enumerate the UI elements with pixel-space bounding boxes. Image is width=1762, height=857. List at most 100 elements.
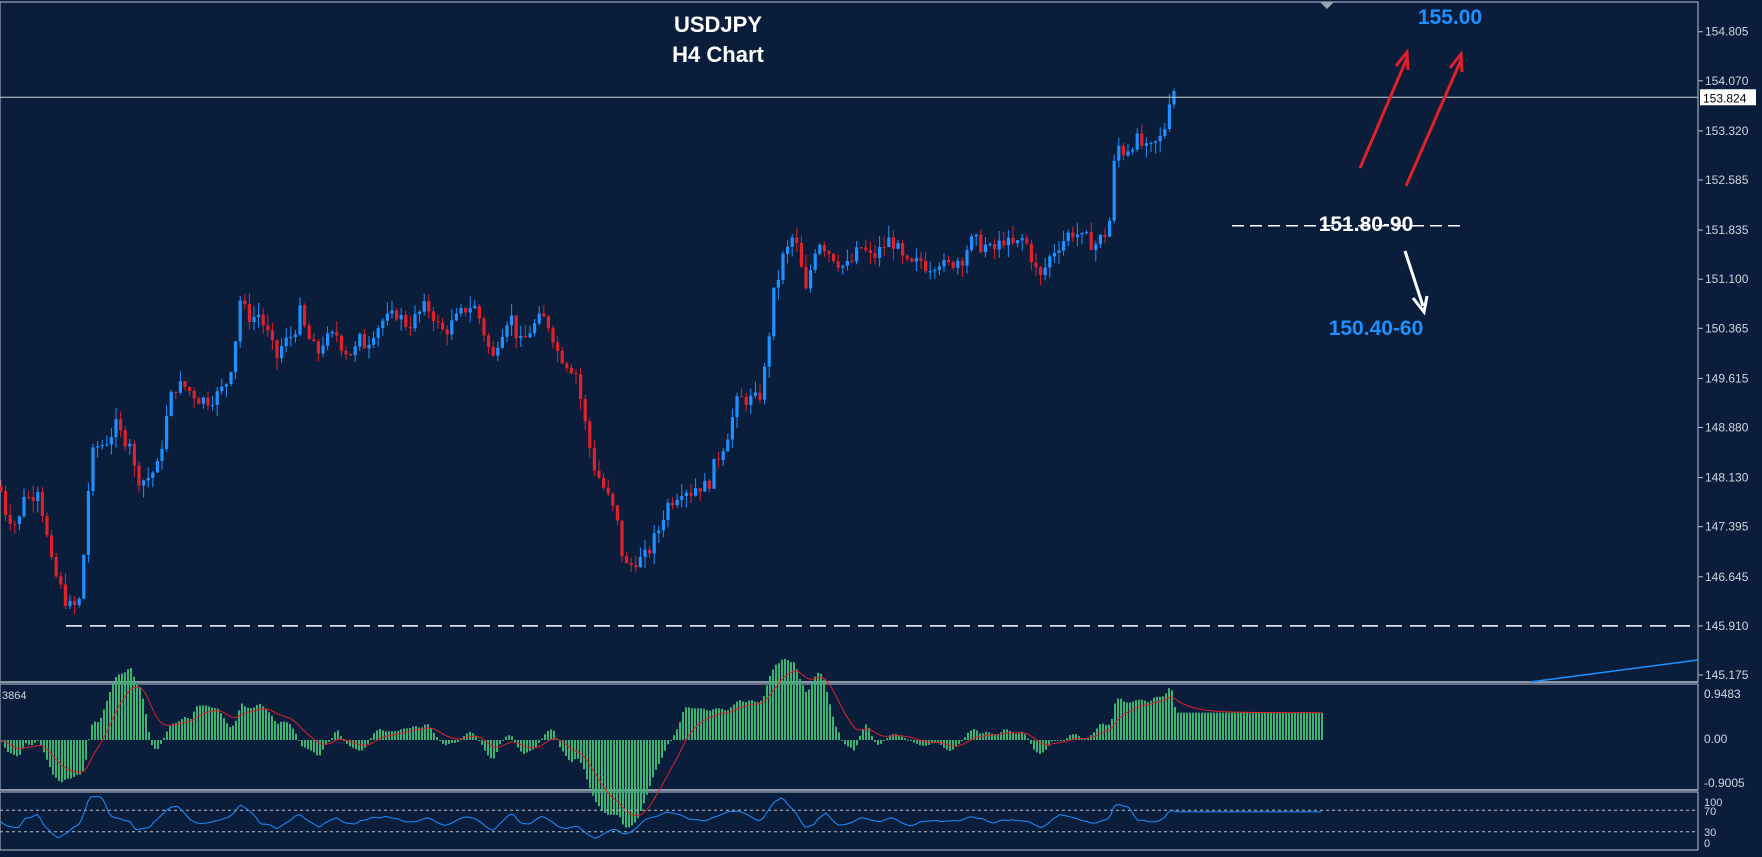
candle-body xyxy=(330,332,334,334)
macd-bar xyxy=(31,740,33,746)
candle-body xyxy=(275,340,279,359)
candle-body xyxy=(82,554,86,599)
chart-shift-marker[interactable] xyxy=(1320,2,1334,9)
candle-body xyxy=(974,234,978,237)
macd-bar xyxy=(826,692,828,740)
candle-body xyxy=(261,314,265,326)
macd-bar xyxy=(913,740,915,743)
macd-bar xyxy=(667,740,669,745)
macd-bar xyxy=(1087,737,1089,740)
macd-bar xyxy=(58,740,60,782)
macd-bar xyxy=(1243,712,1245,740)
macd-bar xyxy=(499,740,501,745)
macd-bar xyxy=(469,731,471,740)
macd-bar xyxy=(1264,712,1266,740)
candle-body xyxy=(303,305,307,326)
macd-bar xyxy=(262,706,264,740)
macd-bar xyxy=(961,740,963,741)
candle-body xyxy=(873,253,877,258)
candle-body xyxy=(1163,129,1167,136)
macd-bar xyxy=(748,700,750,740)
macd-bar xyxy=(376,730,378,740)
macd-bar xyxy=(268,712,270,740)
candle-body xyxy=(91,447,95,492)
candle-body xyxy=(620,520,624,557)
candle-body xyxy=(505,325,509,337)
macd-bar xyxy=(523,740,525,754)
price-axis: 154.805 154.070 153.320 152.585 151.835 151.1… xyxy=(1698,25,1749,682)
macd-bar xyxy=(889,735,891,740)
candle-body xyxy=(36,492,40,501)
candle-body xyxy=(418,311,422,314)
candle-body xyxy=(887,237,891,248)
candle-body xyxy=(1029,243,1033,263)
candle-body xyxy=(422,301,426,312)
candle-body xyxy=(160,449,164,462)
macd-bar xyxy=(484,740,486,751)
candle-body xyxy=(220,386,224,392)
macd-bar xyxy=(595,740,597,802)
macd-bar xyxy=(547,730,549,740)
macd-bar xyxy=(1255,712,1257,740)
macd-bar xyxy=(1147,702,1149,740)
macd-bar xyxy=(241,703,243,740)
macd-bar xyxy=(124,672,126,740)
macd-bar xyxy=(286,722,288,740)
macd-bar xyxy=(142,698,144,740)
macd-bar xyxy=(439,740,441,741)
candle-body xyxy=(1039,267,1043,276)
macd-bar xyxy=(697,708,699,740)
macd-bar xyxy=(559,740,561,748)
macd-bar xyxy=(424,724,426,740)
candle-body xyxy=(855,247,859,262)
candle-body xyxy=(937,266,941,271)
macd-bar xyxy=(520,740,522,752)
macd-bar xyxy=(550,729,552,740)
macd-bar xyxy=(952,740,954,750)
candle-body xyxy=(358,333,362,347)
macd-bar xyxy=(640,740,642,812)
candle-body xyxy=(615,505,619,521)
macd-bar xyxy=(346,740,348,744)
macd-bar xyxy=(895,734,897,740)
candle-body xyxy=(73,600,77,606)
macd-bar xyxy=(1276,712,1278,740)
macd-bar xyxy=(247,707,249,740)
macd-bar xyxy=(1198,712,1200,740)
macd-bar xyxy=(25,740,27,744)
candle-body xyxy=(238,300,242,342)
macd-bar xyxy=(760,700,762,740)
macd-bar xyxy=(619,740,621,818)
candle-body xyxy=(68,600,72,607)
macd-bar xyxy=(328,740,330,742)
macd-bar xyxy=(1039,740,1041,754)
macd-bar xyxy=(745,702,747,740)
macd-bar xyxy=(625,740,627,828)
candle-body xyxy=(703,480,707,492)
candle-body xyxy=(367,344,371,349)
macd-bar xyxy=(1183,712,1185,740)
candle-body xyxy=(864,247,868,251)
candle-body xyxy=(395,310,399,320)
macd-bar xyxy=(616,740,618,815)
macd-bar xyxy=(391,731,393,740)
macd-bar xyxy=(457,740,459,742)
candle-body xyxy=(1071,232,1075,238)
macd-bar xyxy=(574,740,576,760)
candle-body xyxy=(289,337,293,339)
macd-bar xyxy=(385,731,387,740)
candle-body xyxy=(878,247,882,258)
macd-bar xyxy=(358,740,360,751)
rsi-panel-frame xyxy=(0,791,1699,851)
current-price-label: 153.824 xyxy=(1703,91,1747,105)
rsi-line xyxy=(0,796,1321,839)
candle-body xyxy=(1140,133,1144,146)
candle-body xyxy=(643,549,647,557)
macd-bar xyxy=(571,740,573,763)
macd-bar xyxy=(1303,712,1305,740)
macd-bar xyxy=(1231,712,1233,740)
macd-bar xyxy=(541,738,543,740)
macd-bar xyxy=(679,722,681,740)
candle-body xyxy=(229,372,233,385)
candle-body xyxy=(459,308,463,314)
